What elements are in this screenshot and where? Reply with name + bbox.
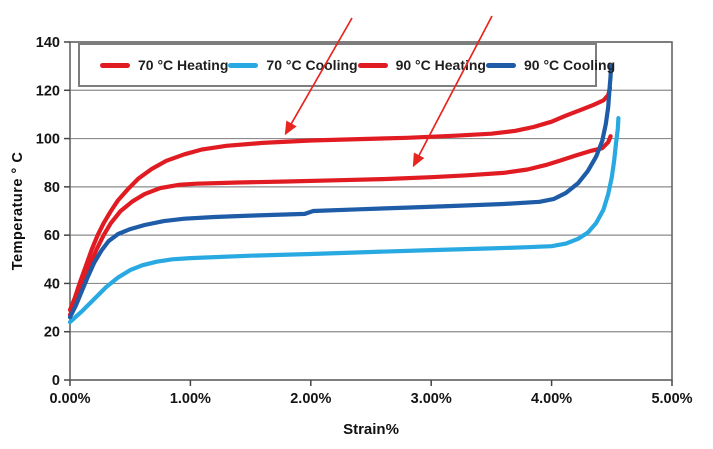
y-tick-label: 80 bbox=[44, 180, 60, 196]
curve-90-c-heating bbox=[67, 85, 613, 313]
plot-frame bbox=[69, 41, 673, 381]
legend-swatch-icon bbox=[485, 62, 516, 68]
chart-legend: 70 °C Heating 70 °C Cooling 90 °C Heating 9… bbox=[78, 43, 615, 87]
x-axis-title: Strain% bbox=[343, 421, 399, 438]
legend-item-90-c-heating: 90 °C Heating bbox=[357, 57, 486, 73]
legend-item-90-c-cooling: 90 °C Cooling bbox=[485, 57, 616, 73]
legend-label: 70 °C Cooling bbox=[266, 57, 358, 73]
legend-label: 90 °C Cooling bbox=[523, 57, 616, 73]
legend-label: 70 °C Heating bbox=[138, 57, 229, 73]
y-tick-label: 120 bbox=[36, 83, 60, 99]
legend-swatch-icon bbox=[228, 62, 259, 68]
x-tick-label: 3.00% bbox=[411, 391, 452, 407]
y-tick-label: 0 bbox=[52, 373, 60, 389]
legend-label: 90 °C Heating bbox=[395, 57, 486, 73]
legend-swatch-icon bbox=[100, 62, 130, 68]
legend-item-70-c-cooling: 70 °C Cooling bbox=[228, 57, 358, 73]
y-tick-label: 140 bbox=[36, 35, 60, 51]
x-tick-label: 0.00% bbox=[49, 391, 90, 407]
y-axis-title: Temperature ° C bbox=[10, 152, 26, 271]
curve-70-c-cooling bbox=[67, 115, 621, 325]
x-tick-label: 2.00% bbox=[290, 391, 331, 407]
x-tick-label: 1.00% bbox=[170, 391, 211, 407]
y-tick-label: 100 bbox=[36, 132, 60, 148]
y-tick-label: 40 bbox=[44, 276, 60, 292]
y-tick-label: 60 bbox=[44, 228, 60, 244]
legend-item-70-c-heating: 70 °C Heating bbox=[100, 57, 228, 73]
curve-70-c-heating bbox=[67, 134, 613, 317]
x-tick-label: 5.00% bbox=[651, 391, 692, 407]
y-tick-label: 20 bbox=[44, 325, 60, 341]
legend-swatch-icon bbox=[357, 62, 388, 68]
x-tick-label: 4.00% bbox=[531, 391, 572, 407]
curve-90-c-cooling bbox=[67, 63, 614, 320]
